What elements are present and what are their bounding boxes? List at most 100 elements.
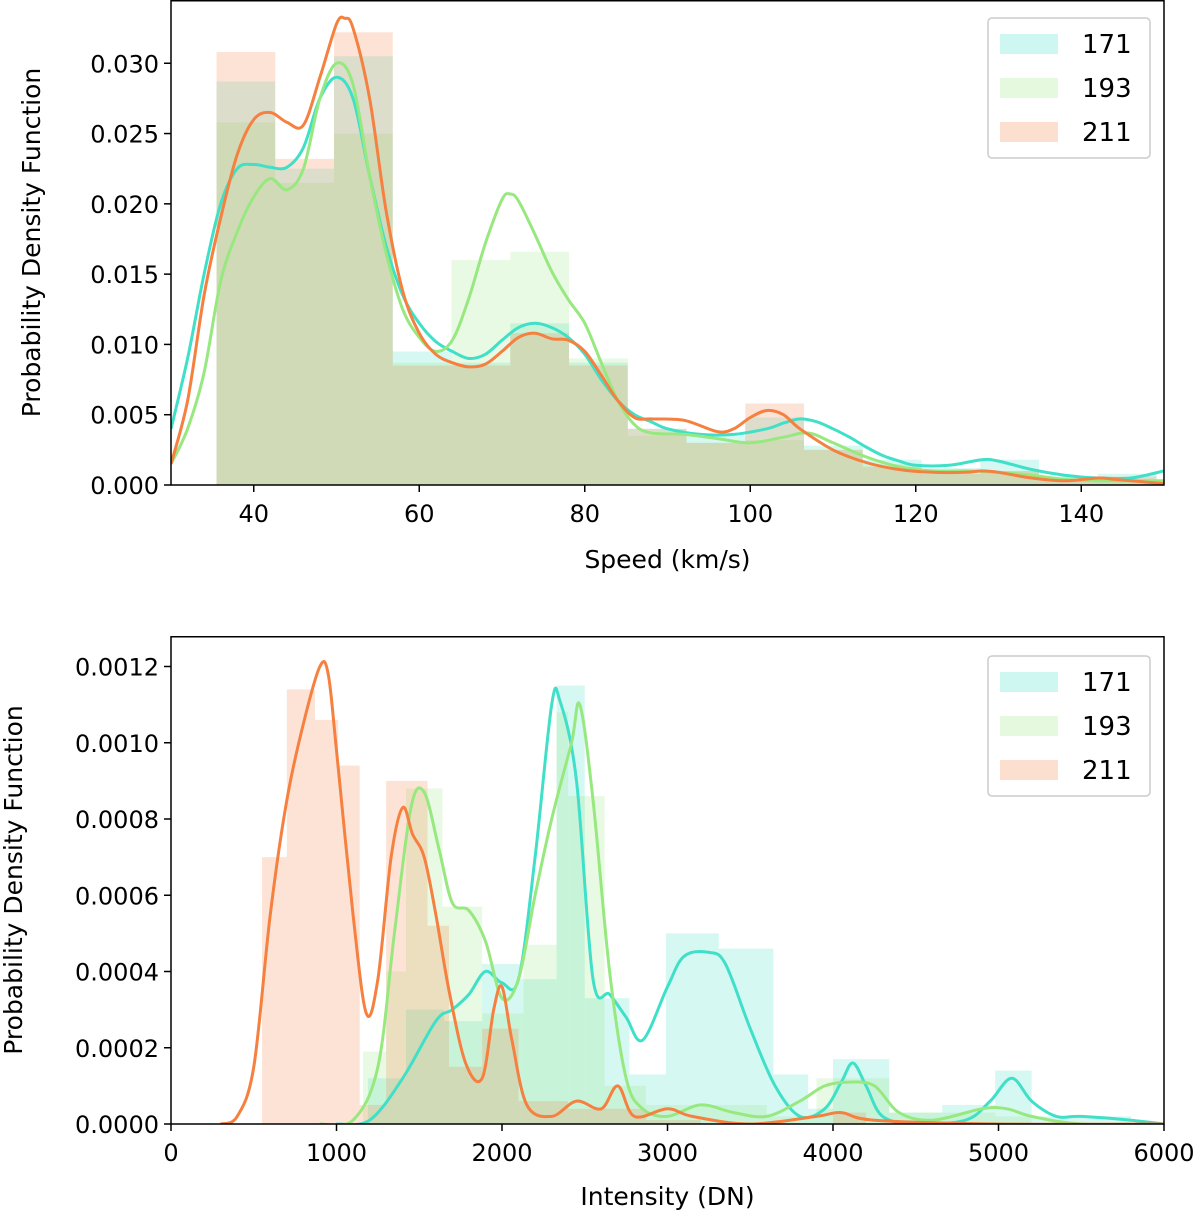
hist-bar-171-3: [392, 351, 452, 485]
y-tick-label: 0.0002: [75, 1035, 159, 1063]
hist-bar-211-7: [449, 1066, 483, 1124]
hist-bar-193-1: [386, 971, 407, 1124]
legend-box: [987, 655, 1151, 797]
x-tick-label: 60: [404, 500, 435, 528]
x-tick-label: 2000: [471, 1139, 532, 1167]
hist-bar-211-6: [569, 365, 628, 485]
legend-box: [987, 17, 1151, 159]
hist-bar-171-8: [665, 933, 719, 1124]
hist-bar-211-2: [314, 719, 339, 1124]
hist-bar-193-7: [568, 796, 605, 1124]
y-axis-label: Probability Density Function: [17, 68, 46, 417]
hist-bar-171-1: [406, 1009, 445, 1124]
hist-bar-211-0: [216, 52, 276, 485]
legend-label-211: 211: [1082, 118, 1132, 148]
hist-bar-211-7: [627, 428, 687, 485]
y-tick-label: 0.000: [90, 472, 159, 500]
hist-bar-171-9: [745, 417, 805, 485]
legend-swatch-211: [1000, 122, 1058, 142]
hist-bar-193-8: [686, 442, 746, 485]
x-tick-label: 1000: [306, 1139, 367, 1167]
kde-line-193: [319, 701, 1164, 1124]
legend-label-193: 193: [1082, 712, 1132, 742]
legend-label-171: 171: [1082, 668, 1132, 698]
hist-bar-171-8: [686, 435, 746, 485]
y-tick-label: 0.020: [90, 191, 159, 219]
x-tick-label: 40: [238, 500, 269, 528]
hist-bar-171-0: [216, 81, 276, 485]
hist-bar-193-6: [556, 712, 569, 1124]
x-tick-label: 80: [569, 500, 600, 528]
hist-bar-211-8: [686, 442, 746, 485]
hist-bar-211-2: [334, 32, 393, 485]
plot-area: [220, 660, 1164, 1124]
legend-label-171: 171: [1082, 30, 1132, 60]
y-tick-label: 0.0008: [75, 806, 159, 834]
axes-frame: [170, 0, 1165, 486]
hist-bar-193-3: [392, 362, 452, 485]
hist-bar-171-16: [1031, 1116, 1131, 1124]
speed-pdf-panel: 40 60 80 100 120 140 0.000 0.005 0.010 0.015 0.020…: [17, 0, 1165, 574]
hist-bar-171-2: [444, 1021, 483, 1124]
legend-swatch-193: [1000, 78, 1058, 98]
kde-line-193: [171, 61, 1164, 483]
x-axis-label: Speed (km/s): [584, 545, 750, 574]
hist-bar-193-10: [700, 1104, 767, 1124]
hist-bar-193-3: [442, 906, 483, 1124]
hist-bar-171-9: [718, 948, 774, 1124]
hist-bar-193-10: [804, 449, 863, 485]
hist-bar-193-6: [569, 358, 628, 485]
hist-bar-193-5: [523, 944, 557, 1124]
y-tick-label: 0.025: [90, 121, 159, 149]
x-tick-label: 0: [163, 1139, 178, 1167]
hist-bar-211-4: [451, 365, 511, 485]
hist-bar-211-10: [804, 449, 863, 485]
hist-bar-211-12: [921, 473, 981, 485]
legend-swatch-171: [1000, 34, 1058, 54]
legend: 171 193 211: [987, 17, 1151, 159]
hist-bar-193-1: [275, 182, 335, 485]
hist-bar-211-3: [392, 365, 452, 485]
y-tick-label: 0.0010: [75, 730, 159, 758]
hist-bar-193-0: [362, 1051, 387, 1124]
hist-bar-171-7: [627, 428, 687, 485]
x-tick-label: 3000: [637, 1139, 698, 1167]
legend: 171 193 211: [987, 655, 1151, 797]
hist-bar-211-1: [286, 689, 315, 1124]
hist-bar-211-12: [833, 1112, 867, 1124]
hist-bar-211-3: [338, 765, 360, 1124]
y-tick-label: 0.0004: [75, 959, 159, 987]
hist-bar-211-9: [518, 1101, 569, 1124]
legend-label-211: 211: [1082, 756, 1132, 786]
x-tick-label: 100: [727, 500, 773, 528]
kde-line-211: [171, 15, 1164, 485]
hist-bar-193-9: [745, 440, 805, 485]
hist-bar-211-11: [645, 1120, 701, 1124]
hist-bar-171-1: [275, 168, 335, 485]
hist-bar-211-9: [745, 403, 805, 485]
hist-bar-211-10: [568, 1108, 646, 1124]
hist-bar-193-7: [627, 435, 687, 485]
hist-bar-171-5: [510, 323, 570, 485]
y-tick-label: 0.0012: [75, 654, 159, 682]
kde-line-171: [336, 686, 1164, 1124]
x-tick-label: 140: [1058, 500, 1104, 528]
x-tick-label: 120: [893, 500, 939, 528]
hist-bar-171-2: [334, 56, 393, 485]
hist-bar-211-5: [510, 333, 570, 485]
hist-bar-193-12: [921, 473, 981, 485]
y-tick-label: 0.010: [90, 331, 159, 359]
kde-line-211: [220, 660, 1164, 1124]
x-tick-label: 5000: [968, 1139, 1029, 1167]
hist-bar-193-15: [995, 1116, 1032, 1124]
hist-bar-171-5: [556, 685, 585, 1124]
hist-bar-171-4: [451, 362, 511, 485]
legend-swatch-211: [1000, 760, 1058, 780]
legend-swatch-171: [1000, 672, 1058, 692]
hist-bar-211-0: [262, 857, 287, 1124]
intensity-pdf-panel: 0 1000 2000 3000 4000 5000 6000 0.0000 0.0002 0.0…: [0, 636, 1195, 1211]
plot-area: [171, 15, 1164, 485]
y-tick-label: 0.005: [90, 402, 159, 430]
hist-bar-211-6: [427, 925, 450, 1124]
